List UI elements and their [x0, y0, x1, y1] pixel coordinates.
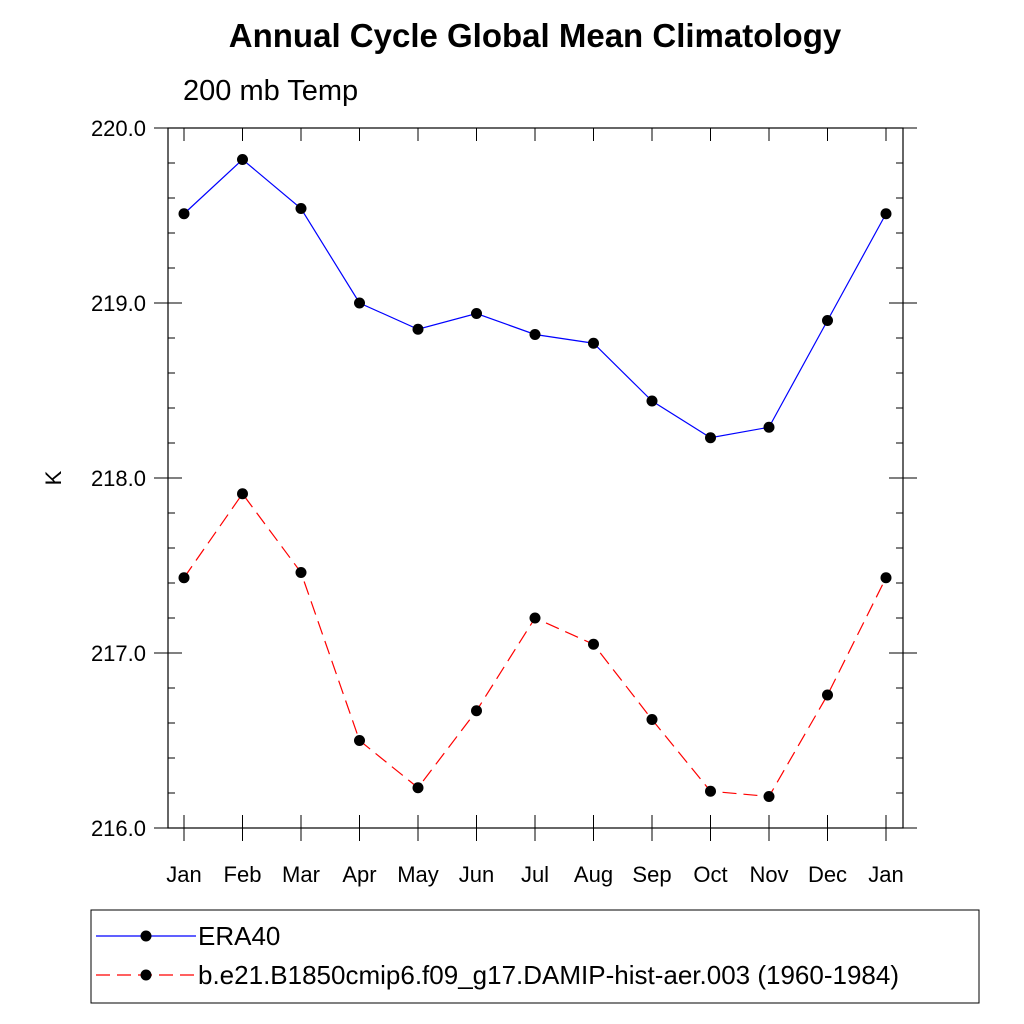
data-point — [646, 395, 658, 407]
x-tick-label: Mar — [282, 862, 320, 887]
x-tick-label: Nov — [749, 862, 788, 887]
plot-frame — [167, 127, 904, 829]
data-point — [295, 567, 307, 578]
data-point — [705, 432, 716, 444]
series-line — [183, 492, 887, 798]
data-point — [529, 612, 541, 624]
x-tick-label: Apr — [342, 862, 376, 887]
x-tick-label: Aug — [574, 862, 613, 887]
y-tick-label: 216.0 — [91, 816, 146, 841]
data-point — [412, 782, 424, 794]
legend-marker — [140, 930, 152, 942]
data-point — [178, 572, 190, 584]
legend-marker — [140, 969, 152, 981]
data-point — [471, 705, 482, 717]
x-tick-label: Dec — [808, 862, 847, 887]
x-tick-label: Sep — [632, 862, 671, 887]
data-point — [763, 791, 775, 802]
series-layer — [178, 154, 892, 802]
x-tick-label: May — [397, 862, 439, 887]
data-point — [471, 308, 482, 319]
x-tick-label: Jul — [521, 862, 549, 887]
x-tick-label: Oct — [693, 862, 727, 887]
y-tick-label: 219.0 — [91, 291, 146, 316]
data-point — [822, 689, 833, 701]
data-point — [529, 329, 541, 340]
data-point — [588, 337, 599, 349]
legend-label: b.e21.B1850cmip6.f09_g17.DAMIP-hist-aer.… — [198, 960, 899, 990]
legend-label: ERA40 — [198, 921, 280, 951]
x-tick-label: Jan — [166, 862, 201, 887]
y-axis-label: K — [41, 470, 66, 485]
x-tick-label: Jun — [459, 862, 494, 887]
data-point — [412, 323, 424, 335]
data-point — [354, 735, 365, 746]
data-point — [763, 421, 775, 433]
x-tick-label: Feb — [224, 862, 262, 887]
y-tick-label: 218.0 — [91, 466, 146, 491]
data-point — [354, 297, 365, 309]
x-tick-label: Jan — [868, 862, 903, 887]
data-point — [237, 154, 248, 165]
series-line — [183, 158, 887, 439]
data-point — [646, 714, 658, 725]
data-point — [880, 572, 892, 584]
data-point — [178, 208, 190, 220]
axis-ticks: Jan Feb Mar Apr May Jun Jul Aug Sep Oct Nov Dec Jan 2… — [91, 116, 917, 887]
y-tick-label: 220.0 — [91, 116, 146, 141]
data-point — [880, 208, 892, 220]
data-point — [237, 488, 248, 500]
data-point — [705, 785, 716, 797]
chart-subtitle: 200 mb Temp — [183, 75, 358, 107]
data-point — [588, 638, 599, 650]
y-tick-label: 217.0 — [91, 641, 146, 666]
data-point — [295, 203, 307, 214]
data-point — [822, 315, 833, 326]
legend-box — [90, 909, 980, 1004]
legend: ERA40 b.e21.B1850cmip6.f09_g17.DAMIP-hist… — [96, 921, 899, 990]
chart-title: Annual Cycle Global Mean Climatology — [229, 17, 842, 54]
